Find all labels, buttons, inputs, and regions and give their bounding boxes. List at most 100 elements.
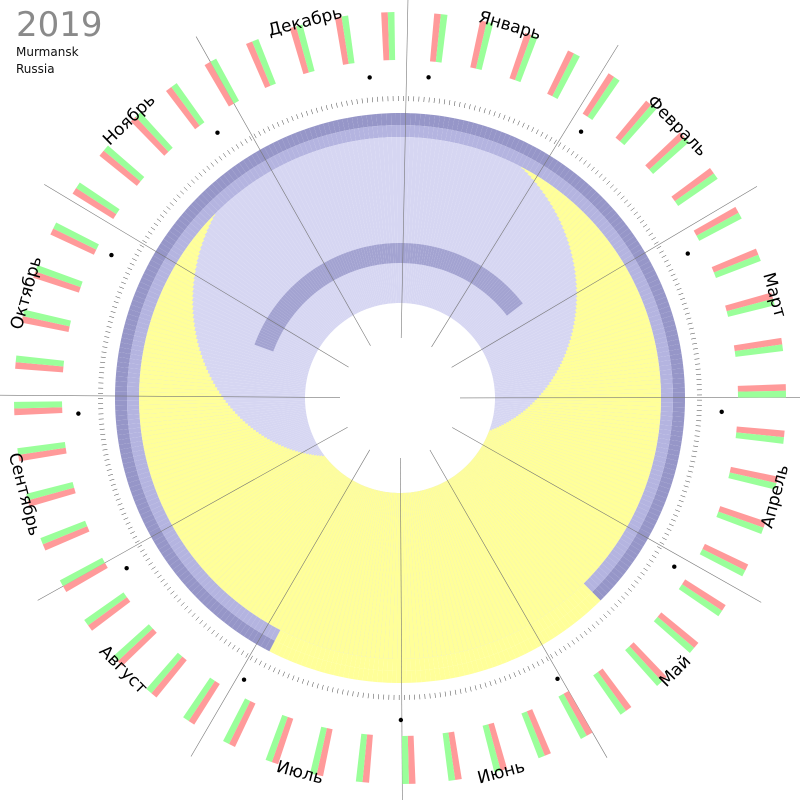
day-tick	[657, 246, 661, 249]
day-tick	[232, 147, 235, 151]
day-tick	[219, 156, 222, 160]
day-tick	[667, 528, 671, 530]
day-tick	[101, 439, 106, 440]
day-tick	[631, 208, 635, 211]
day-tick	[363, 693, 364, 698]
day-tick	[203, 169, 206, 173]
day-tick	[499, 113, 501, 118]
day-tick	[494, 111, 496, 116]
day-tick	[479, 107, 480, 112]
moon-phase-dot	[215, 131, 219, 135]
year-title: 2019	[16, 8, 103, 42]
week-bar-sat	[408, 736, 416, 784]
day-tick	[107, 469, 112, 470]
day-tick	[102, 347, 107, 348]
day-tick	[693, 348, 698, 349]
day-tick	[109, 316, 114, 317]
day-tick	[341, 102, 342, 107]
day-tick	[657, 546, 661, 548]
day-tick	[154, 571, 158, 574]
day-tick	[191, 180, 194, 184]
day-tick	[694, 354, 699, 355]
day-tick	[268, 127, 270, 131]
day-tick	[430, 694, 431, 699]
day-tick	[480, 684, 481, 689]
day-tick	[362, 98, 363, 103]
week-bar-sat	[99, 151, 140, 186]
day-tick	[140, 245, 144, 248]
day-tick	[105, 459, 110, 460]
day-tick	[100, 434, 105, 435]
day-tick	[688, 471, 693, 472]
day-tick	[272, 124, 274, 129]
day-tick	[563, 145, 566, 149]
day-tick	[677, 505, 682, 507]
day-tick	[211, 630, 214, 634]
day-tick	[689, 328, 694, 329]
day-tick	[673, 514, 678, 516]
day-tick	[695, 431, 700, 432]
day-tick	[120, 508, 125, 510]
day-tick	[541, 659, 543, 663]
day-tick	[618, 600, 622, 603]
day-tick	[145, 236, 149, 239]
day-tick	[107, 326, 112, 327]
day-tick	[105, 331, 110, 332]
day-tick	[592, 625, 595, 629]
day-tick	[649, 233, 653, 236]
day-tick	[342, 690, 343, 695]
day-tick	[125, 272, 130, 274]
day-tick	[317, 684, 318, 689]
week-bar-sat	[738, 384, 786, 392]
day-tick	[130, 263, 134, 265]
day-tick	[555, 651, 558, 655]
day-tick	[282, 120, 284, 125]
day-tick	[170, 591, 174, 594]
day-tick	[263, 129, 265, 133]
day-tick	[264, 663, 266, 667]
day-tick	[192, 613, 195, 617]
day-tick	[689, 466, 694, 467]
day-tick	[157, 219, 161, 222]
day-tick	[160, 215, 164, 218]
day-tick	[694, 359, 699, 360]
day-tick	[100, 362, 105, 363]
day-tick	[600, 618, 603, 622]
day-tick	[634, 212, 638, 215]
day-tick	[137, 249, 141, 251]
day-tick	[259, 661, 261, 665]
day-tick	[357, 99, 358, 104]
day-tick	[199, 173, 202, 177]
day-tick	[554, 140, 557, 144]
day-tick	[587, 164, 590, 168]
day-tick	[643, 224, 647, 227]
day-tick	[292, 116, 294, 121]
day-tick	[133, 536, 137, 538]
day-tick	[514, 672, 516, 677]
day-tick	[518, 670, 520, 675]
day-tick	[682, 303, 687, 305]
day-tick	[692, 451, 697, 452]
day-tick	[503, 115, 505, 120]
week-bar-sat	[14, 407, 62, 415]
day-tick	[509, 674, 511, 679]
day-tick	[148, 232, 152, 235]
day-tick	[673, 279, 678, 281]
day-tick	[499, 678, 501, 683]
day-tick	[170, 202, 174, 205]
day-tick	[691, 456, 696, 457]
day-tick	[184, 187, 188, 190]
day-tick	[254, 134, 256, 138]
day-tick	[603, 177, 606, 181]
day-tick	[174, 595, 178, 598]
day-tick	[101, 357, 106, 358]
day-tick	[599, 174, 602, 178]
moon-phase-dot	[555, 677, 559, 681]
day-tick	[236, 144, 239, 148]
day-tick	[211, 163, 214, 167]
day-tick	[135, 541, 139, 543]
day-tick	[311, 109, 312, 114]
day-tick	[240, 142, 243, 146]
moon-phase-dot	[426, 75, 430, 79]
